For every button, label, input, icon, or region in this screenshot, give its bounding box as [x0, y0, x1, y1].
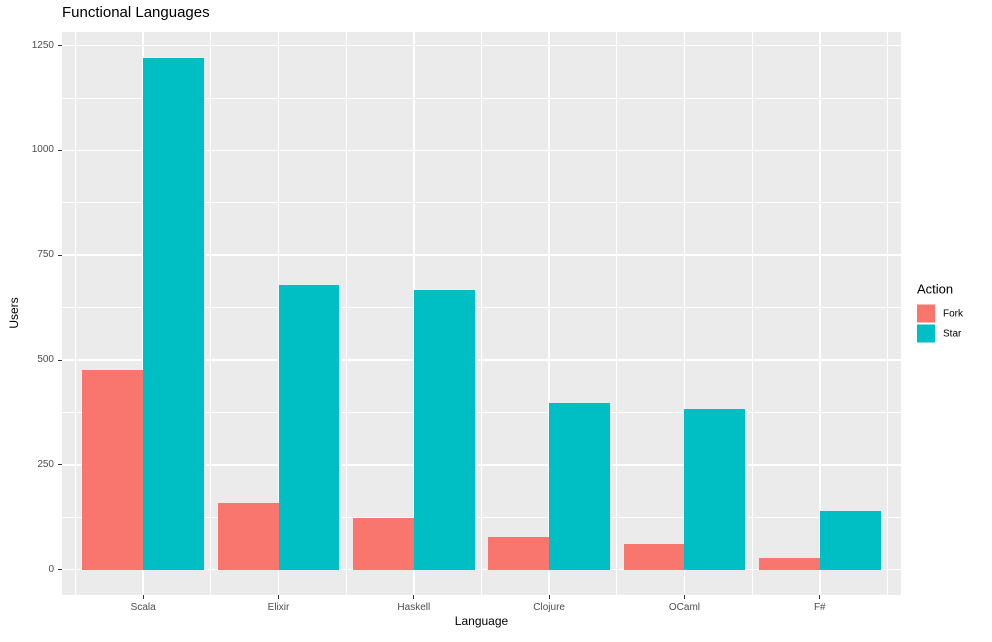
x-tick-mark	[278, 595, 279, 599]
chart-panel	[62, 32, 901, 595]
gridline-minor-v	[210, 32, 212, 595]
bar-fork-haskell	[352, 518, 414, 570]
legend-item-fork: Fork	[917, 304, 963, 323]
bar-star-fsharp	[819, 510, 881, 570]
x-tick-mark	[819, 595, 821, 599]
bar-fork-scala	[82, 370, 144, 570]
y-tick-label: 250	[37, 458, 54, 470]
bar-star-haskell	[413, 289, 475, 570]
gridline-major-v	[548, 32, 550, 595]
bar-star-clojure	[549, 403, 611, 570]
bar-star-scala	[143, 58, 205, 570]
legend: Action Fork Star	[917, 282, 963, 345]
x-tick-label: Haskell	[397, 602, 431, 613]
x-axis-title: Language	[454, 614, 509, 628]
gridline-minor-v	[751, 32, 753, 595]
y-tick-mark	[58, 359, 62, 361]
bar-fork-clojure	[488, 536, 550, 570]
y-tick-mark	[58, 45, 62, 47]
x-tick-label: F#	[813, 602, 826, 613]
y-tick-label: 1000	[31, 144, 54, 156]
bar-fork-ocaml	[623, 543, 685, 570]
legend-item-star: Star	[917, 324, 963, 343]
y-tick-mark	[58, 254, 62, 256]
x-tick-label: Elixir	[267, 602, 290, 613]
gridline-minor-v	[886, 32, 888, 595]
x-tick-label: OCaml	[668, 602, 701, 613]
y-tick-label: 750	[37, 249, 54, 261]
legend-title: Action	[917, 281, 954, 297]
gridline-major-v	[819, 32, 821, 595]
x-tick-label: Clojure	[533, 602, 565, 613]
legend-swatch-star	[917, 324, 935, 343]
gridline-major-v	[683, 32, 686, 595]
chart-title: Functional Languages	[62, 4, 210, 21]
legend-label: Star	[943, 328, 962, 339]
y-tick-label: 1250	[31, 39, 54, 51]
bar-star-ocaml	[684, 409, 746, 570]
legend-swatch-fork	[917, 304, 935, 323]
y-tick-label: 0	[48, 563, 54, 575]
bar-star-elixir	[278, 285, 340, 570]
bar-fork-fsharp	[758, 557, 820, 570]
x-tick-mark	[683, 595, 685, 599]
legend-items: Fork Star	[917, 304, 963, 343]
gridline-minor-v	[480, 32, 482, 595]
gridline-minor-v	[75, 32, 77, 595]
legend-label: Fork	[943, 308, 963, 319]
y-tick-mark	[58, 149, 62, 151]
x-tick-mark	[142, 595, 144, 599]
y-tick-label: 500	[37, 354, 54, 365]
x-tick-mark	[413, 595, 415, 599]
y-tick-mark	[58, 569, 62, 571]
x-tick-mark	[548, 595, 550, 599]
y-tick-mark	[58, 464, 62, 466]
x-tick-label: Scala	[130, 602, 156, 613]
bar-fork-elixir	[217, 502, 279, 570]
gridline-minor-v	[616, 32, 618, 595]
y-axis-title: Users	[7, 297, 21, 329]
gridline-minor-v	[345, 32, 347, 595]
